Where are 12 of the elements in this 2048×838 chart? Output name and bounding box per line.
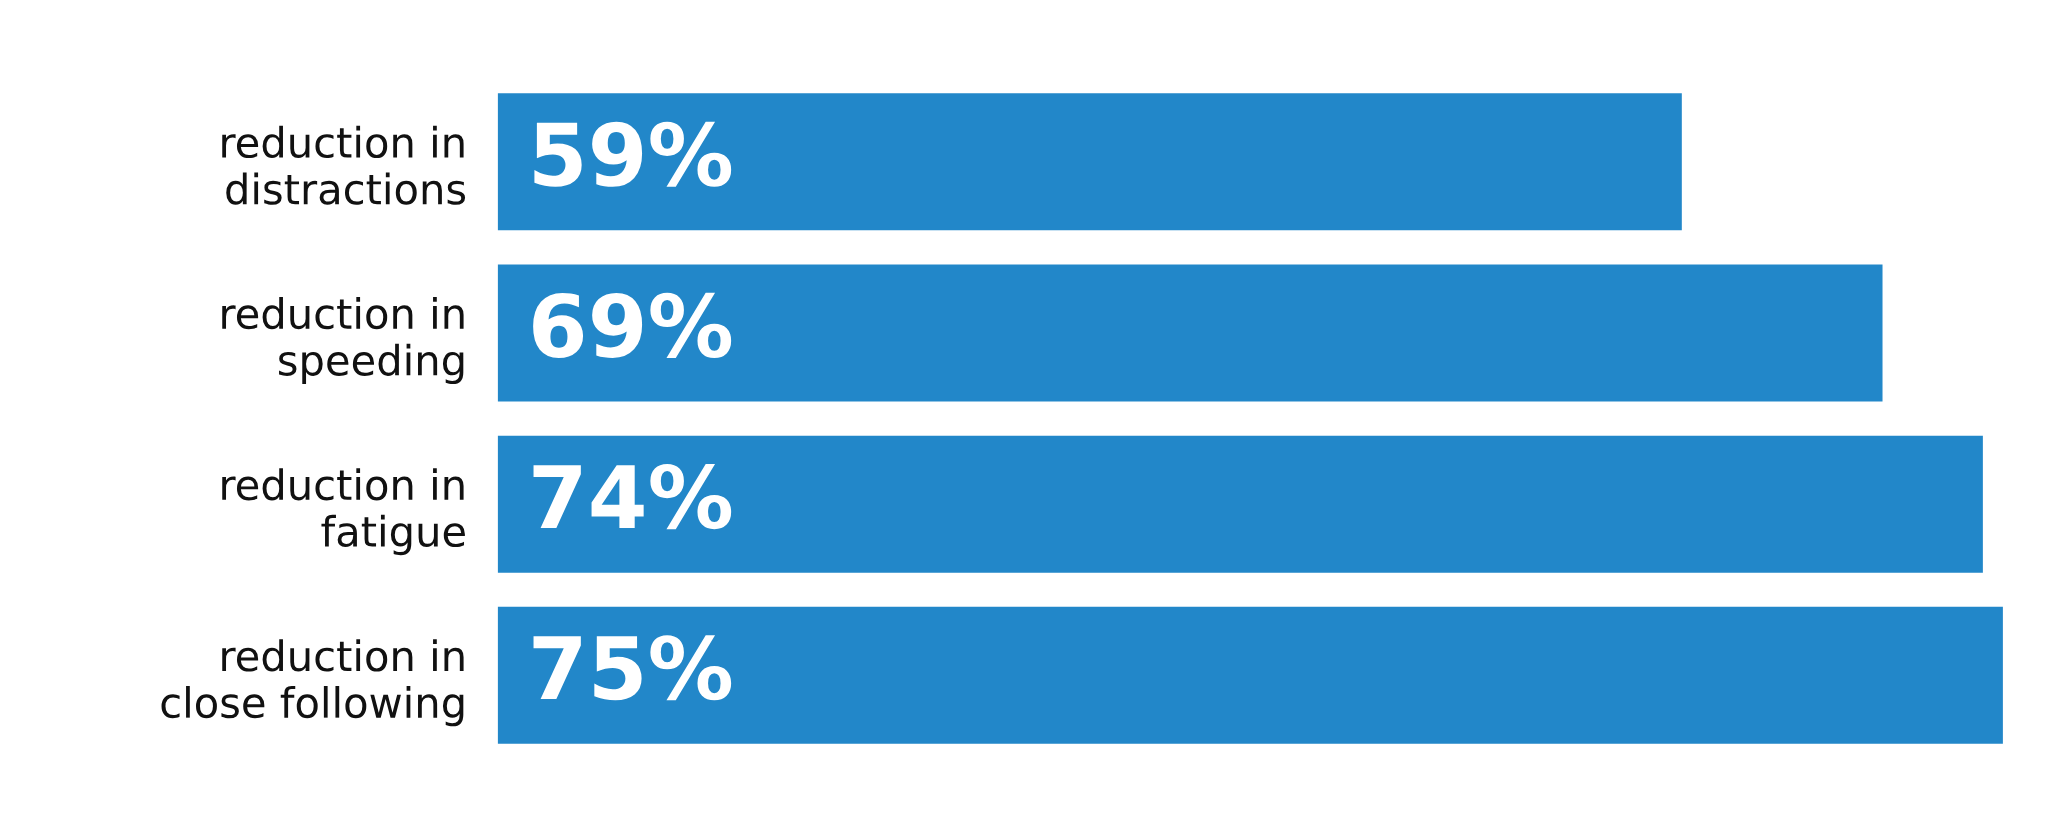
data-label: 75%: [533, 635, 732, 701]
y-tick-label: reduction in speeding: [222, 297, 464, 384]
data-label: 74%: [533, 464, 732, 530]
bar: [497, 435, 1983, 573]
y-tick-label: reduction in distractions: [222, 125, 466, 205]
bar: [497, 264, 1883, 402]
y-tick-label: reduction in close following: [161, 639, 464, 727]
bar: [497, 606, 2003, 744]
data-label: 69%: [533, 292, 732, 358]
data-label: 59%: [534, 121, 732, 187]
y-tick-label: reduction in fatigue: [222, 468, 465, 556]
bar: [497, 93, 1682, 231]
